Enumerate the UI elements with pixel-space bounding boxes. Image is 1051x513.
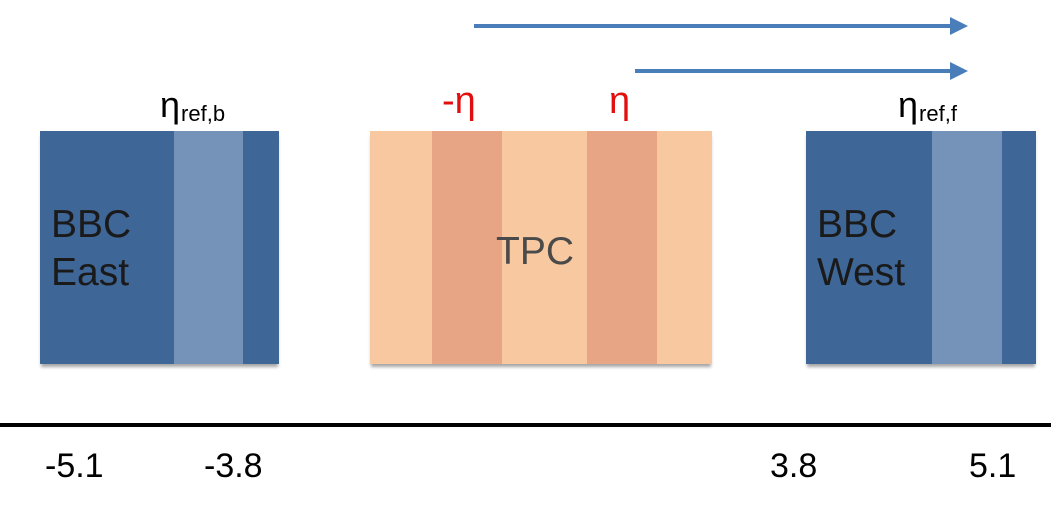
- axis-tick-label: 5.1: [969, 447, 1017, 485]
- axis-tick-label: -5.1: [45, 447, 104, 485]
- bbc-west-detector: BBC West: [806, 131, 1036, 364]
- tpc-detector: TPC: [370, 131, 712, 364]
- minus-eta-label: -η: [442, 80, 476, 122]
- bbc-west-label-line1: BBC: [817, 203, 898, 246]
- tpc-label: TPC: [496, 230, 574, 273]
- bbc-east-label-line1: BBC: [51, 203, 132, 246]
- bbc-west-label: BBC West: [817, 201, 905, 297]
- eta-axis-line: [0, 423, 1051, 427]
- arrow-upper: [474, 17, 968, 35]
- bbc-west-label-line2: West: [817, 251, 906, 294]
- eta-ref-backward-label: ηref,b: [160, 84, 225, 127]
- eta-ref-forward-symbol: η: [898, 84, 919, 125]
- eta-ref-backward-subscript: ref,b: [181, 101, 226, 126]
- bbc-east-label-line2: East: [51, 251, 130, 294]
- bbc-east-detector: BBC East: [40, 131, 279, 364]
- axis-tick-label: 3.8: [770, 447, 818, 485]
- axis-tick-label: -3.8: [204, 447, 263, 485]
- eta-ref-backward-symbol: η: [160, 84, 181, 125]
- arrow-lower: [635, 62, 968, 80]
- bbc-west-highlight-band: [932, 131, 1002, 364]
- tpc-band-eta: [587, 131, 657, 364]
- eta-ref-forward-label: ηref,f: [898, 84, 957, 127]
- eta-ref-forward-subscript: ref,f: [919, 101, 957, 126]
- bbc-east-highlight-band: [174, 131, 243, 364]
- bbc-east-label: BBC East: [51, 201, 131, 297]
- eta-label: η: [609, 80, 631, 122]
- tpc-band-minus-eta: [432, 131, 502, 364]
